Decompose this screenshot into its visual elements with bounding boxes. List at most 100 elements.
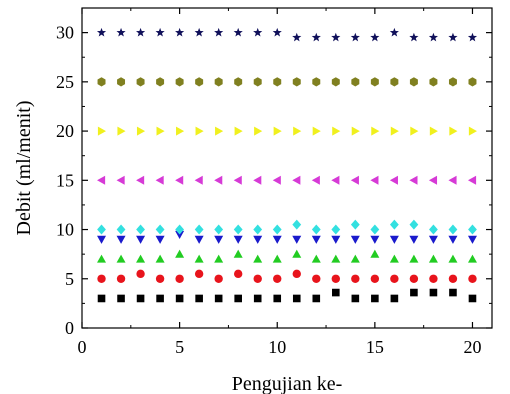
- data-point-hexagon: [468, 77, 477, 87]
- series-square: [97, 288, 477, 303]
- y-axis-title: Debit (ml/menit): [13, 101, 35, 236]
- y-tick-label: 30: [56, 23, 74, 43]
- data-point-diamond: [409, 219, 419, 230]
- data-point-circle: [214, 274, 223, 283]
- data-point-diamond: [214, 224, 224, 235]
- plot-frame: [81, 7, 493, 329]
- data-point-triangle-up: [253, 254, 263, 263]
- data-point-triangle-up: [331, 254, 341, 263]
- data-point-star: [467, 32, 478, 42]
- data-point-triangle-right: [97, 126, 107, 136]
- data-point-triangle-down: [311, 235, 321, 244]
- data-point-circle: [312, 274, 321, 283]
- data-point-triangle-left: [467, 175, 477, 185]
- data-point-triangle-down: [214, 235, 224, 244]
- series-diamond: [97, 219, 477, 235]
- data-point-hexagon: [312, 77, 321, 87]
- data-point-star: [350, 32, 360, 42]
- data-point-star: [331, 32, 341, 42]
- data-point-square: [136, 294, 145, 303]
- data-point-triangle-right: [195, 126, 204, 136]
- data-point-square: [390, 294, 399, 303]
- data-point-diamond: [429, 224, 438, 235]
- data-point-hexagon: [117, 77, 126, 87]
- data-point-star: [175, 27, 185, 37]
- data-point-triangle-left: [116, 175, 125, 185]
- data-point-star: [370, 32, 380, 42]
- data-point-hexagon: [409, 77, 418, 87]
- data-point-star: [96, 27, 107, 37]
- series-triangle-down: [97, 230, 477, 244]
- data-point-circle: [155, 274, 165, 283]
- data-point-triangle-right: [332, 126, 341, 136]
- data-point-diamond: [311, 224, 321, 235]
- data-point-diamond: [233, 224, 243, 235]
- data-point-triangle-right: [293, 126, 302, 136]
- data-point-diamond: [331, 224, 341, 235]
- data-point-triangle-down: [175, 230, 185, 239]
- data-point-star: [272, 27, 282, 37]
- data-point-star: [116, 27, 126, 37]
- data-point-star: [214, 27, 224, 37]
- data-point-circle: [409, 274, 419, 283]
- data-point-hexagon: [429, 77, 438, 87]
- data-point-triangle-left: [448, 175, 457, 185]
- data-point-triangle-up: [467, 254, 477, 263]
- data-point-hexagon: [273, 77, 282, 87]
- data-point-triangle-right: [234, 126, 243, 136]
- data-point-square: [410, 288, 418, 297]
- data-point-diamond: [292, 219, 302, 230]
- x-tick-label: 5: [175, 337, 184, 357]
- data-point-circle: [331, 274, 341, 283]
- data-point-circle: [351, 274, 360, 283]
- data-point-hexagon: [331, 77, 340, 87]
- data-point-square: [195, 294, 203, 303]
- data-point-star: [136, 27, 146, 37]
- data-point-triangle-left: [292, 175, 301, 185]
- data-point-triangle-down: [272, 235, 282, 244]
- data-point-triangle-right: [273, 126, 282, 136]
- data-point-triangle-right: [254, 126, 263, 136]
- data-markers: [96, 27, 478, 303]
- data-point-triangle-down: [409, 235, 419, 244]
- data-point-circle: [233, 269, 243, 279]
- data-point-circle: [116, 274, 126, 283]
- data-point-diamond: [350, 219, 360, 230]
- y-tick-label: 25: [56, 72, 74, 92]
- data-point-triangle-up: [428, 254, 438, 263]
- data-point-triangle-right: [117, 126, 126, 136]
- data-point-diamond: [194, 224, 204, 235]
- x-tick-label: 0: [78, 337, 87, 357]
- data-point-star: [292, 32, 302, 42]
- data-point-square: [351, 294, 360, 303]
- data-point-square: [97, 294, 106, 303]
- data-point-hexagon: [253, 77, 262, 87]
- data-point-diamond: [97, 224, 106, 235]
- data-point-triangle-up: [155, 254, 165, 263]
- data-point-hexagon: [97, 77, 106, 87]
- data-point-triangle-up: [389, 254, 399, 263]
- data-point-triangle-down: [253, 235, 263, 244]
- data-point-triangle-down: [136, 235, 146, 244]
- data-point-square: [371, 294, 379, 303]
- data-point-triangle-down: [97, 235, 107, 244]
- data-point-triangle-down: [370, 235, 380, 244]
- data-point-triangle-up: [272, 254, 282, 263]
- series-triangle-left: [97, 175, 477, 185]
- data-point-star: [253, 27, 263, 37]
- data-point-triangle-up: [292, 249, 302, 258]
- data-point-hexagon: [156, 77, 165, 87]
- data-point-circle: [468, 274, 477, 283]
- data-point-triangle-up: [175, 249, 185, 258]
- y-tick-label: 15: [56, 170, 74, 190]
- data-point-triangle-left: [350, 175, 359, 185]
- data-point-square: [214, 294, 223, 303]
- data-point-triangle-left: [155, 175, 164, 185]
- data-point-star: [155, 27, 165, 37]
- data-point-triangle-up: [136, 254, 146, 263]
- data-point-hexagon: [195, 77, 204, 87]
- axis-ticks: [81, 8, 492, 329]
- data-point-circle: [448, 274, 458, 283]
- data-point-triangle-right: [176, 126, 185, 136]
